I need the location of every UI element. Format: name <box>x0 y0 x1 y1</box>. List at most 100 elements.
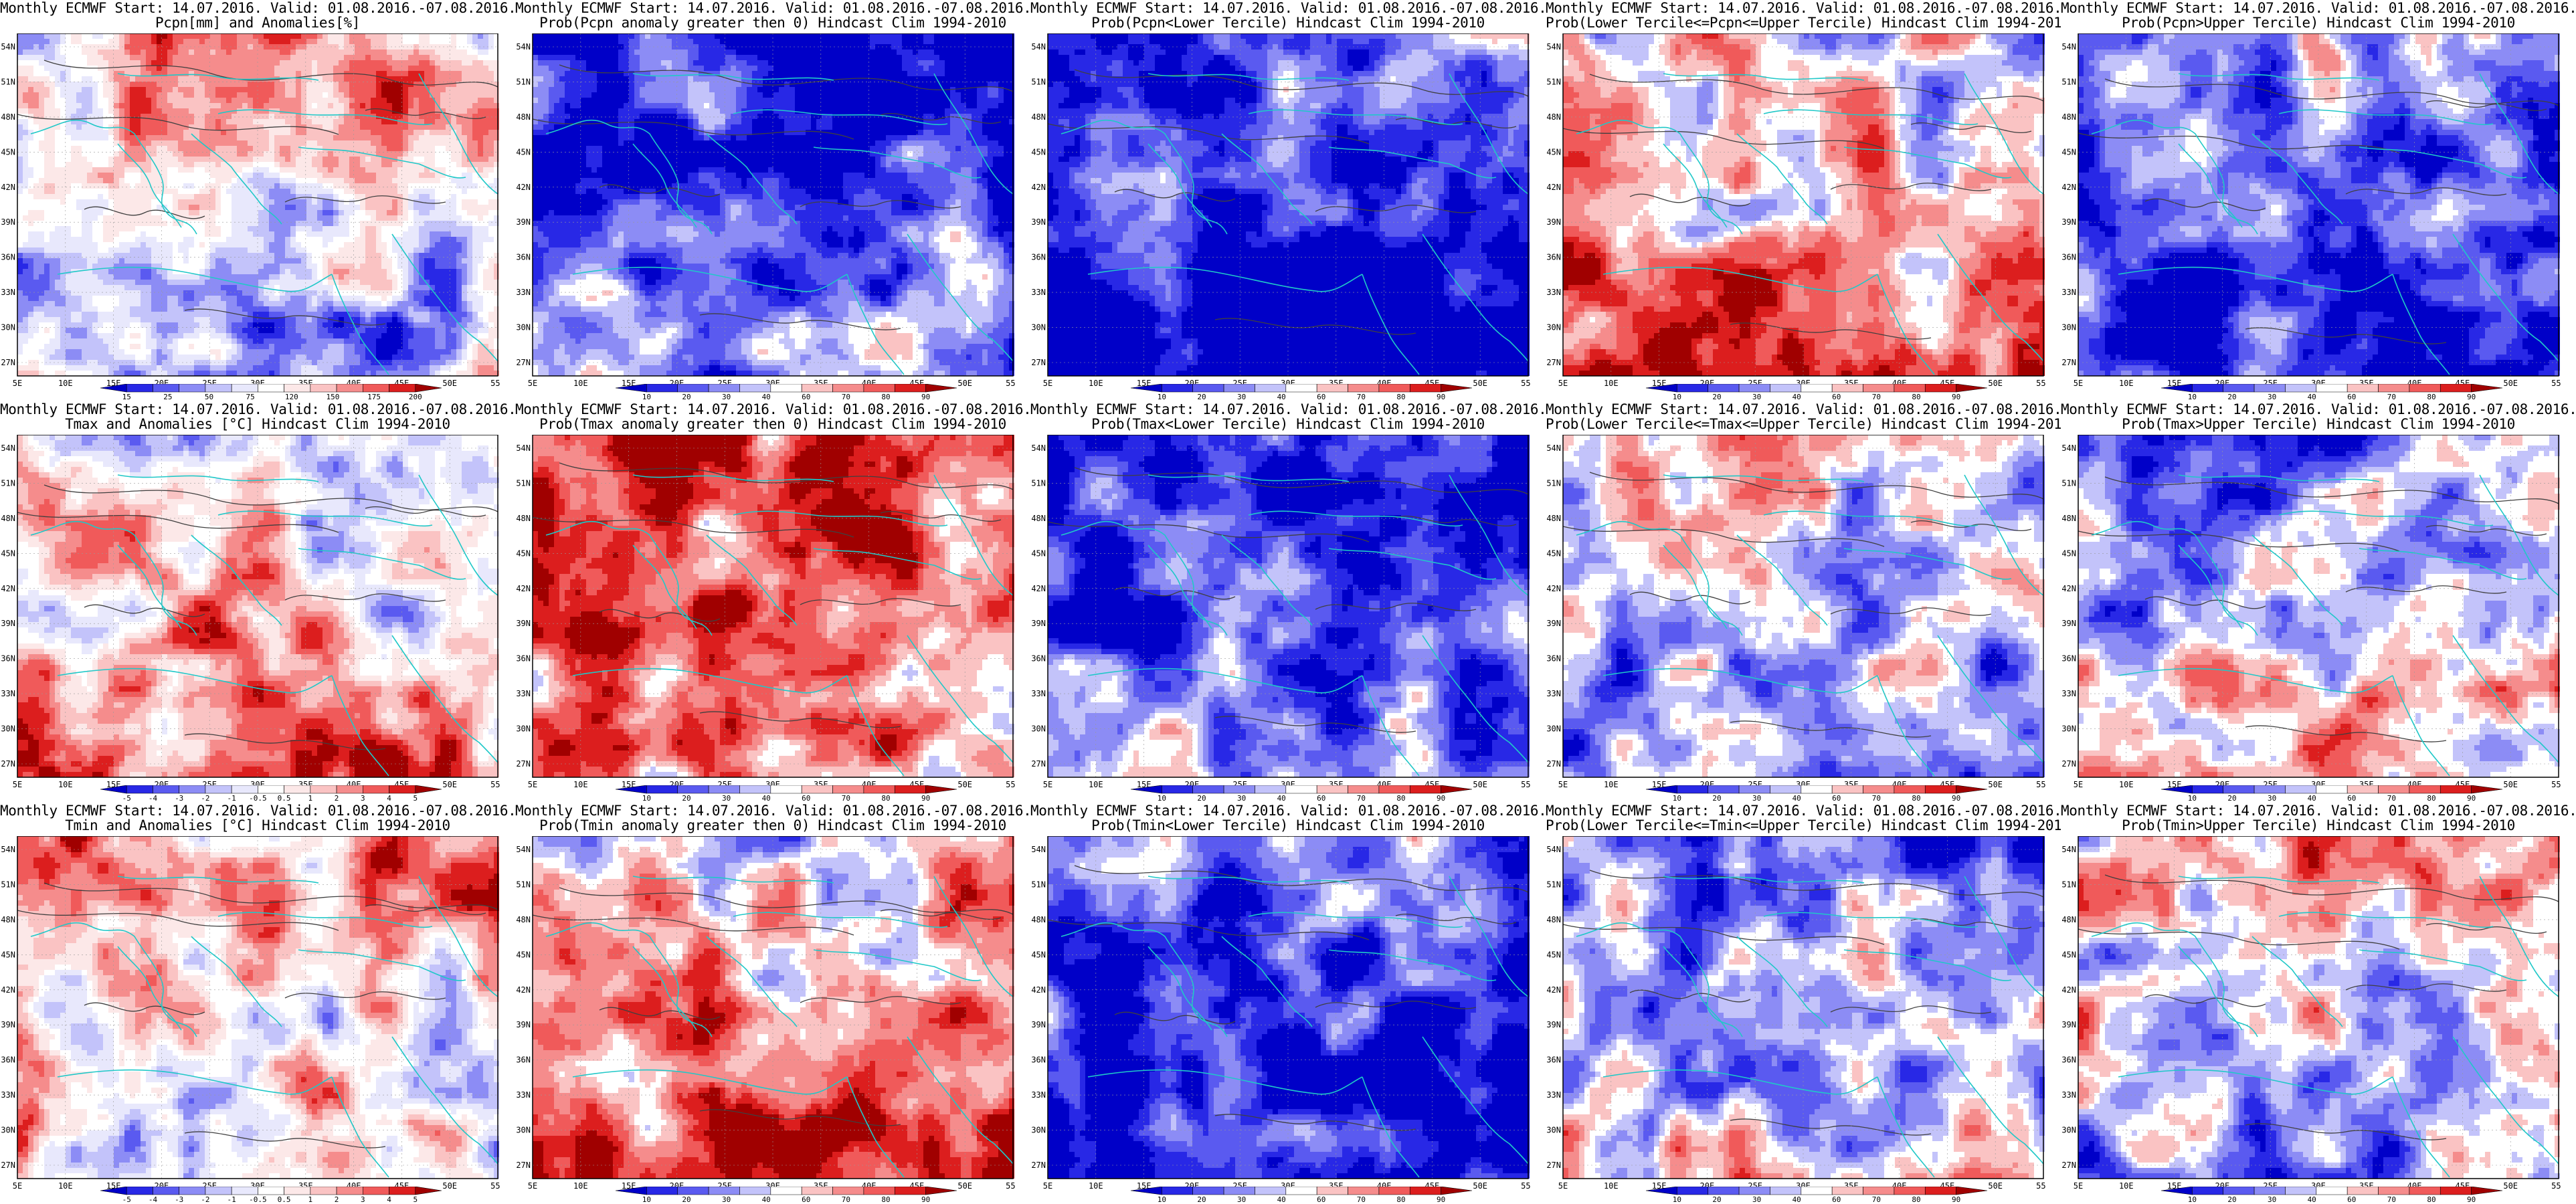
field-cell <box>205 140 210 146</box>
field-cell <box>183 71 189 76</box>
field-cell <box>456 328 462 333</box>
field-cell <box>306 103 312 108</box>
field-cell <box>397 189 403 194</box>
field-cell <box>462 231 467 237</box>
field-cell <box>306 258 312 264</box>
field-cell <box>108 215 114 221</box>
field-cell <box>76 199 82 205</box>
field-cell <box>162 338 167 344</box>
field-cell <box>381 130 387 135</box>
field-cell <box>312 306 317 312</box>
field-cell <box>462 114 467 119</box>
field-cell <box>269 33 274 39</box>
field-cell <box>430 338 435 344</box>
field-cell <box>290 199 296 205</box>
field-cell <box>98 60 103 66</box>
field-cell <box>306 108 312 114</box>
field-cell <box>248 333 253 338</box>
field-cell <box>178 301 183 306</box>
field-cell <box>248 274 253 280</box>
field-cell <box>71 167 76 173</box>
field-cell <box>328 108 333 114</box>
field-cell <box>162 258 167 264</box>
field-cell <box>430 322 435 328</box>
field-cell <box>151 274 157 280</box>
field-cell <box>71 306 76 312</box>
field-cell <box>157 301 162 306</box>
field-cell <box>44 92 50 98</box>
field-cell <box>183 167 189 173</box>
field-cell <box>162 55 167 60</box>
field-cell <box>60 242 66 247</box>
field-cell <box>264 306 269 312</box>
field-cell <box>17 333 23 338</box>
field-cell <box>365 365 371 371</box>
field-cell <box>141 247 146 253</box>
field-cell <box>269 231 274 237</box>
field-cell <box>296 355 301 360</box>
field-cell <box>178 355 183 360</box>
field-cell <box>478 157 483 162</box>
field-cell <box>483 135 488 140</box>
field-cell <box>339 130 344 135</box>
field-cell <box>141 205 146 210</box>
field-cell <box>232 242 237 247</box>
field-cell <box>124 87 130 92</box>
field-cell <box>467 280 472 285</box>
field-cell <box>221 328 226 333</box>
field-cell <box>371 124 376 130</box>
field-cell <box>17 290 23 296</box>
field-cell <box>258 135 264 140</box>
field-cell <box>323 189 328 194</box>
field-cell <box>119 189 124 194</box>
field-cell <box>23 130 28 135</box>
field-cell <box>274 183 280 189</box>
field-cell <box>290 242 296 247</box>
field-cell <box>483 338 488 344</box>
field-cell <box>258 183 264 189</box>
field-cell <box>413 140 419 146</box>
field-cell <box>280 264 285 269</box>
field-cell <box>87 301 92 306</box>
field-cell <box>237 274 242 280</box>
field-cell <box>221 66 226 71</box>
field-cell <box>50 258 55 264</box>
field-cell <box>44 355 50 360</box>
field-cell <box>306 274 312 280</box>
field-cell <box>435 173 440 178</box>
field-cell <box>376 242 381 247</box>
field-cell <box>141 221 146 226</box>
field-cell <box>71 355 76 360</box>
field-cell <box>232 247 237 253</box>
field-cell <box>333 124 339 130</box>
field-cell <box>478 205 483 210</box>
field-cell <box>226 258 232 264</box>
field-cell <box>60 66 66 71</box>
field-cell <box>264 274 269 280</box>
field-cell <box>323 215 328 221</box>
field-cell <box>408 312 413 317</box>
field-cell <box>215 371 221 376</box>
field-cell <box>397 140 403 146</box>
field-cell <box>108 108 114 114</box>
field-cell <box>269 338 274 344</box>
field-cell <box>280 296 285 301</box>
field-cell <box>237 140 242 146</box>
field-cell <box>381 322 387 328</box>
field-cell <box>296 140 301 146</box>
field-cell <box>33 301 39 306</box>
field-cell <box>92 280 98 285</box>
field-cell <box>360 371 365 376</box>
field-cell <box>381 274 387 280</box>
field-cell <box>472 301 478 306</box>
field-cell <box>413 349 419 355</box>
field-cell <box>119 221 124 226</box>
field-cell <box>141 130 146 135</box>
field-cell <box>355 349 360 355</box>
field-cell <box>221 39 226 44</box>
field-cell <box>226 247 232 253</box>
field-cell <box>317 221 323 226</box>
field-cell <box>221 162 226 167</box>
field-cell <box>210 114 215 119</box>
field-cell <box>387 33 392 39</box>
